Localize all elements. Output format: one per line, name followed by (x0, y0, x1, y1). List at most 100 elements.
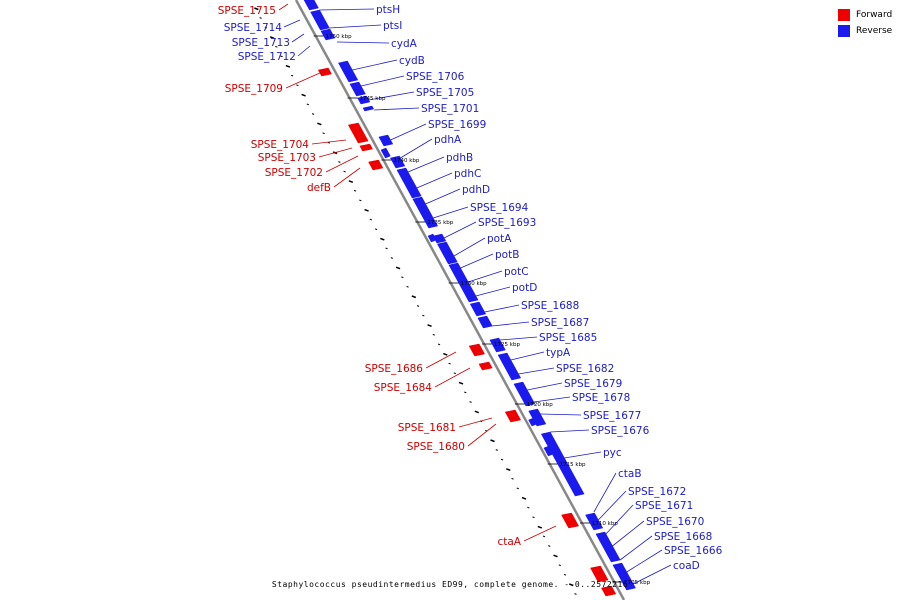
forward-gene-label: defB (307, 182, 331, 194)
tick-mark (306, 103, 310, 106)
label-leader (484, 304, 520, 313)
label-leader (626, 549, 663, 573)
tick-mark (290, 74, 294, 77)
reverse-gene-block (442, 251, 458, 265)
reverse-gene-label: SPSE_1694 (470, 202, 529, 214)
reverse-gene-label: SPSE_1678 (572, 392, 630, 404)
reverse-gene-label: ptsH (376, 4, 400, 16)
label-leader (550, 429, 590, 433)
tick-mark (495, 449, 498, 451)
label-leader (416, 172, 453, 189)
tick-mark (269, 36, 275, 40)
reverse-gene-block (362, 105, 375, 112)
tick-mark (369, 218, 373, 221)
reverse-gene-block (420, 211, 439, 229)
tick-mark (432, 333, 435, 336)
label-leader (390, 123, 427, 141)
tick-mark (542, 535, 546, 538)
legend: Forward Reverse (838, 8, 892, 40)
reverse-gene-label: pdhC (454, 168, 481, 180)
forward-gene-block (601, 585, 617, 597)
label-leader (285, 71, 323, 89)
tick-mark (374, 228, 378, 231)
tick-mark (527, 506, 530, 509)
label-leader (468, 270, 503, 283)
label-leader (434, 367, 471, 388)
reverse-gene-block (477, 315, 493, 329)
label-leader (352, 59, 398, 71)
label-leader (407, 156, 445, 173)
label-leader (278, 3, 289, 11)
reverse-gene-block (427, 233, 437, 243)
tick-mark (296, 84, 299, 87)
forward-gene-label: SPSE_1715 (218, 5, 276, 17)
label-leader (453, 237, 486, 257)
reverse-gene-label: pdhB (446, 152, 473, 164)
reverse-gene-block (489, 337, 506, 353)
tick-mark (259, 17, 262, 19)
tick-mark (521, 496, 527, 500)
reverse-gene-block (462, 287, 479, 303)
label-leader (443, 221, 477, 239)
label-leader (467, 423, 497, 447)
label-leader (433, 206, 469, 219)
forward-gene-label: SPSE_1681 (398, 422, 456, 434)
reverse-gene-label: SPSE_1713 (232, 37, 290, 49)
label-leader (368, 91, 415, 101)
label-leader (425, 351, 457, 369)
forward-gene-block (468, 343, 485, 357)
reverse-gene-block (357, 95, 371, 105)
tick-mark (348, 180, 354, 184)
reverse-gene-block (437, 241, 453, 255)
reverse-gene-block (469, 301, 487, 317)
label-leader (605, 504, 634, 535)
tick-mark (537, 525, 543, 529)
legend-reverse-label: Reverse (856, 26, 893, 36)
kbp-label: 1730 kbp (461, 281, 487, 287)
reverse-gene-block (405, 183, 422, 199)
reverse-gene-label: pdhD (462, 184, 490, 196)
forward-swatch (838, 9, 850, 21)
label-leader (593, 472, 617, 513)
reverse-gene-block (389, 155, 406, 169)
reverse-gene-label: SPSE_1670 (646, 516, 704, 528)
tick-mark (474, 410, 480, 414)
tick-mark (437, 343, 441, 346)
label-leader (283, 19, 301, 28)
label-leader (329, 24, 382, 29)
label-leader (597, 490, 627, 521)
kbp-label: 1705 kbp (624, 580, 650, 586)
kbp-label: 1745 kbp (360, 96, 386, 102)
tick-mark (406, 285, 409, 288)
tick-mark (516, 487, 519, 490)
forward-gene-block (359, 143, 373, 152)
tick-mark (264, 26, 268, 29)
label-leader (612, 520, 645, 547)
tick-marks (254, 7, 577, 595)
tick-mark (506, 468, 511, 472)
reverse-gene-label: potD (512, 282, 537, 294)
kbp-label: 1710 kbp (592, 521, 618, 527)
forward-gene-block (478, 361, 493, 371)
reverse-gene-label: SPSE_1705 (416, 87, 474, 99)
kbp-markers: 1750 kbp 1745 kbp 1740 kbp 1735 kbp 1730 kbp… (313, 34, 651, 586)
forward-gene-label: SPSE_1704 (251, 139, 310, 151)
tick-mark (359, 199, 362, 202)
reverse-gene-block (555, 457, 585, 497)
label-leader (499, 336, 538, 341)
tick-mark (469, 401, 472, 403)
reverse-gene-label: SPSE_1682 (556, 363, 614, 375)
tick-mark (443, 352, 448, 356)
reverse-gene-block (448, 262, 465, 277)
kbp-label: 1725 kbp (494, 342, 520, 348)
label-leaders (278, 3, 672, 585)
tick-mark (574, 593, 577, 595)
reverse-gene-label: ptsI (383, 20, 402, 32)
reverse-gene-label: typA (546, 347, 571, 359)
tick-mark (254, 7, 259, 11)
reverse-gene-label: SPSE_1677 (583, 410, 641, 422)
label-leader (619, 535, 653, 561)
tick-mark (401, 276, 404, 279)
tick-mark (338, 161, 341, 163)
